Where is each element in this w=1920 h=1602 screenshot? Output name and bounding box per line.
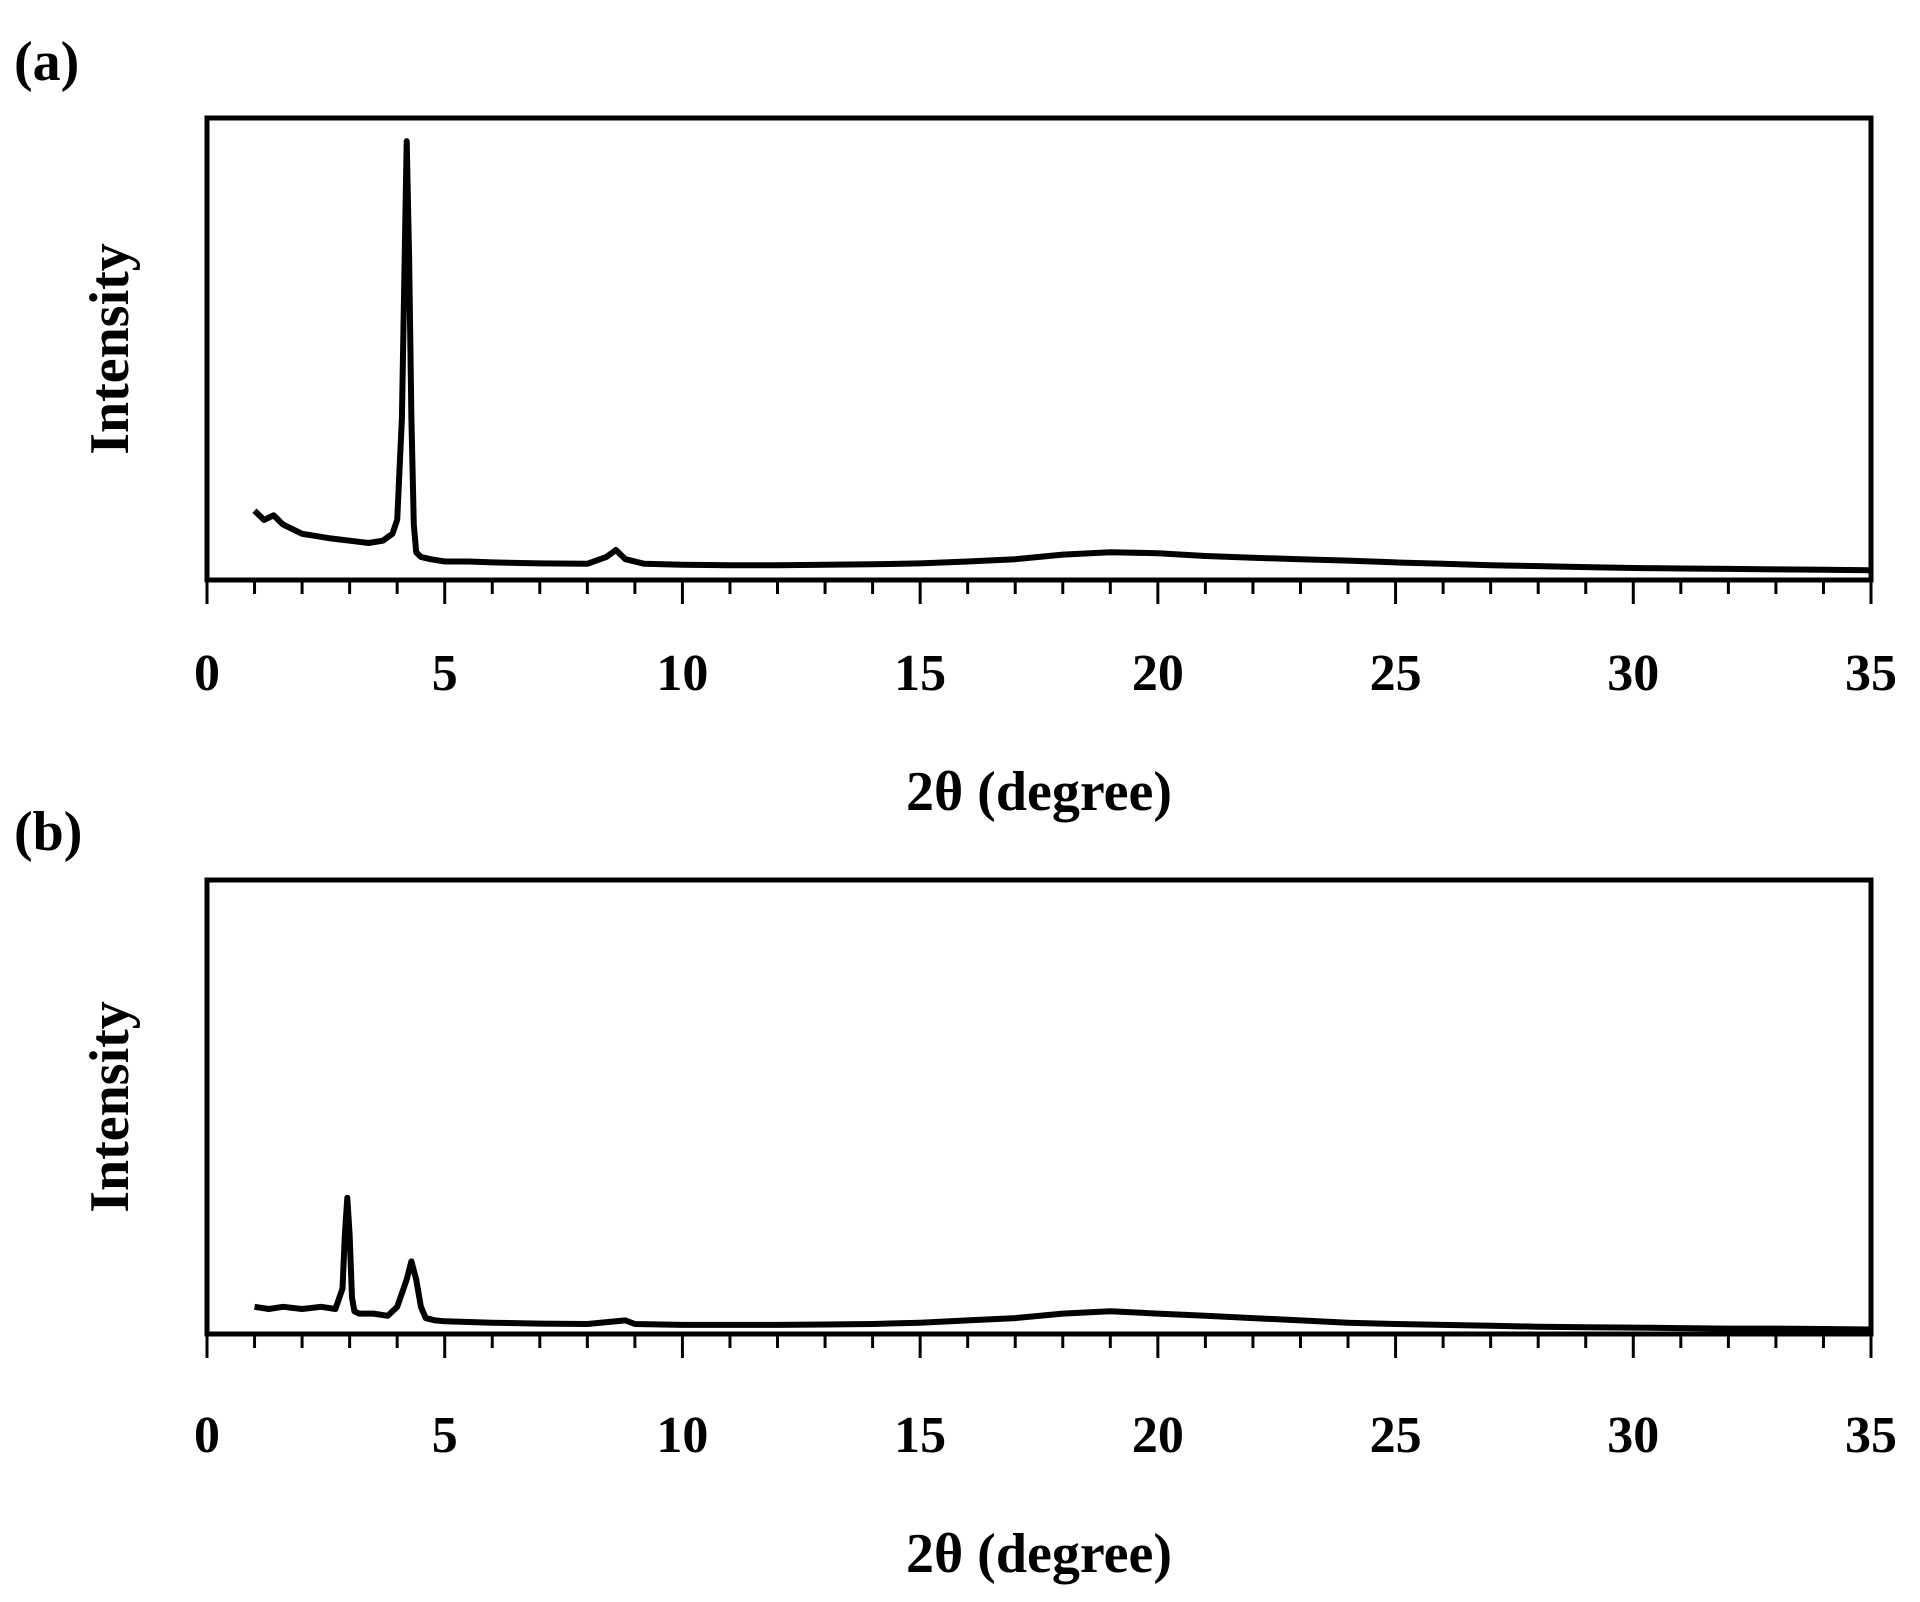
panel-b-y-axis-title: Intensity: [79, 1001, 141, 1213]
panel-b-series-line: [254, 1194, 1872, 1333]
panel-b-plot-frame: [204, 877, 1874, 1337]
panel-a-label: (a): [14, 31, 79, 93]
x-tick-label: 35: [1845, 1407, 1897, 1464]
x-tick-label: 5: [432, 645, 458, 702]
panel-a-x-axis-title: 2θ (degree): [906, 761, 1172, 823]
x-tick-label: 20: [1132, 645, 1184, 702]
x-tick-label: 0: [194, 645, 220, 702]
panel-a: (a) 0 5 10 15 20 25 30 35 Intensity 2θ (degree): [14, 31, 1897, 823]
x-tick-label: 20: [1132, 1407, 1184, 1464]
panel-b-x-ticks: [205, 1334, 1873, 1358]
panel-a-x-tick-labels: 0 5 10 15 20 25 30 35: [194, 645, 1897, 702]
panel-b-x-tick-labels: 0 5 10 15 20 25 30 35: [194, 1407, 1897, 1464]
panel-b-x-axis-title: 2θ (degree): [906, 1523, 1172, 1585]
panel-b-label: (b): [14, 801, 82, 863]
panel-a-series-line: [252, 138, 1872, 574]
x-tick-label: 15: [894, 1407, 946, 1464]
x-tick-label: 25: [1370, 1407, 1422, 1464]
x-tick-label: 0: [194, 1407, 220, 1464]
x-tick-label: 5: [432, 1407, 458, 1464]
x-tick-label: 10: [656, 1407, 708, 1464]
panel-a-plot-frame: [204, 115, 1874, 583]
panel-a-y-axis-title: Intensity: [79, 243, 141, 455]
x-tick-label: 35: [1845, 645, 1897, 702]
x-tick-label: 30: [1607, 645, 1659, 702]
panel-a-x-ticks: [205, 580, 1873, 604]
x-tick-label: 15: [894, 645, 946, 702]
x-tick-label: 30: [1607, 1407, 1659, 1464]
x-tick-label: 25: [1370, 645, 1422, 702]
x-tick-label: 10: [656, 645, 708, 702]
panel-b: (b) 0 5 10 15 20 25 30 35 Intensity 2θ (degree): [14, 801, 1897, 1585]
